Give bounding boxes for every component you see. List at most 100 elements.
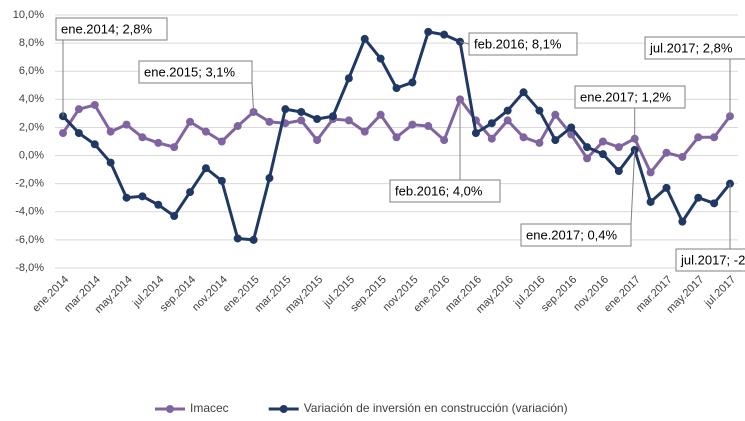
y-tick-label: 0,0% <box>19 149 44 161</box>
y-tick-label: 8,0% <box>19 37 44 49</box>
y-tick-label: -4,0% <box>15 206 44 218</box>
data-point <box>265 174 274 183</box>
legend-label: Variación de inversión en construcción (… <box>304 401 568 415</box>
data-point <box>710 133 719 142</box>
data-point <box>424 27 433 36</box>
data-point <box>535 138 544 147</box>
data-point <box>614 167 623 176</box>
data-point <box>662 183 671 192</box>
annotation-box <box>138 60 253 84</box>
data-point <box>297 116 306 125</box>
annotation-box <box>520 223 632 247</box>
annotation-box <box>574 85 686 109</box>
data-point <box>59 129 67 138</box>
data-point <box>471 129 480 138</box>
data-point <box>376 54 385 63</box>
y-tick-label: 6,0% <box>19 65 44 77</box>
data-point <box>535 106 544 115</box>
data-point <box>360 34 369 43</box>
annotation-leader <box>251 82 255 113</box>
data-point <box>201 127 210 136</box>
data-point <box>408 78 417 87</box>
y-tick-label: 10,0% <box>13 9 44 21</box>
data-point <box>106 158 115 167</box>
data-point <box>154 200 163 209</box>
data-point <box>487 134 496 143</box>
data-point <box>503 106 512 115</box>
data-point <box>551 110 560 119</box>
data-point <box>408 120 417 129</box>
data-point <box>551 136 560 145</box>
annotation-box <box>389 179 501 203</box>
data-point <box>694 193 703 202</box>
annotation: ene.2017; 1,2% <box>580 89 672 104</box>
x-tick-label: jul.2017 <box>702 274 738 310</box>
legend-marker <box>279 405 288 413</box>
data-point <box>392 84 401 93</box>
annotation: ene.2017; 0,4% <box>526 227 618 242</box>
data-point <box>328 112 337 121</box>
data-point <box>583 154 592 163</box>
data-point <box>344 74 353 83</box>
annotation-box <box>55 17 168 41</box>
data-point <box>519 133 528 142</box>
data-point <box>503 116 512 125</box>
data-point <box>90 140 99 149</box>
data-point <box>440 30 449 39</box>
data-point <box>233 234 242 243</box>
data-point <box>567 130 576 139</box>
data-point <box>281 105 290 114</box>
data-point <box>598 137 607 146</box>
annotation-box <box>675 248 745 272</box>
data-point <box>313 136 322 145</box>
annotation: jul.2017; 2,8% <box>649 40 733 55</box>
data-point <box>487 119 496 128</box>
data-point <box>154 138 163 147</box>
legend-marker <box>166 405 174 413</box>
y-tick-label: 4,0% <box>19 93 44 105</box>
data-point <box>170 211 179 220</box>
data-point <box>265 117 274 126</box>
data-point <box>217 137 226 146</box>
data-point <box>233 122 242 131</box>
data-point <box>583 143 592 152</box>
annotation-box <box>468 32 578 56</box>
annotation-leader <box>459 41 470 45</box>
data-point <box>138 133 147 142</box>
data-point <box>344 116 353 125</box>
annotation: feb.2016; 8,1% <box>474 36 562 51</box>
data-point <box>694 133 703 142</box>
data-point <box>519 88 528 97</box>
data-point <box>217 176 226 185</box>
y-tick-label: -8,0% <box>15 262 44 274</box>
data-point <box>710 199 719 208</box>
data-point <box>646 197 655 206</box>
data-point <box>122 120 131 129</box>
data-point <box>90 100 99 109</box>
data-point <box>424 122 433 131</box>
y-tick-label: -2,0% <box>15 178 44 190</box>
data-point <box>74 129 83 138</box>
annotation-leader <box>630 149 636 225</box>
data-point <box>138 192 147 201</box>
data-point <box>567 123 576 132</box>
data-point <box>249 235 258 244</box>
data-point <box>662 148 671 157</box>
annotation: ene.2015; 3,1% <box>144 64 236 79</box>
data-point <box>376 110 385 119</box>
data-point <box>122 193 131 202</box>
data-point <box>186 117 195 126</box>
data-point <box>313 115 322 124</box>
legend-label: Imacec <box>190 401 229 415</box>
data-point <box>106 127 115 136</box>
data-point <box>74 105 83 114</box>
data-point <box>598 150 607 159</box>
data-point <box>392 133 401 142</box>
annotation-box <box>644 36 745 60</box>
data-point <box>297 107 306 116</box>
data-point <box>646 168 655 177</box>
data-point <box>360 127 369 136</box>
data-point <box>614 143 623 152</box>
annotation: jul.2017; -2,0% <box>680 252 745 267</box>
